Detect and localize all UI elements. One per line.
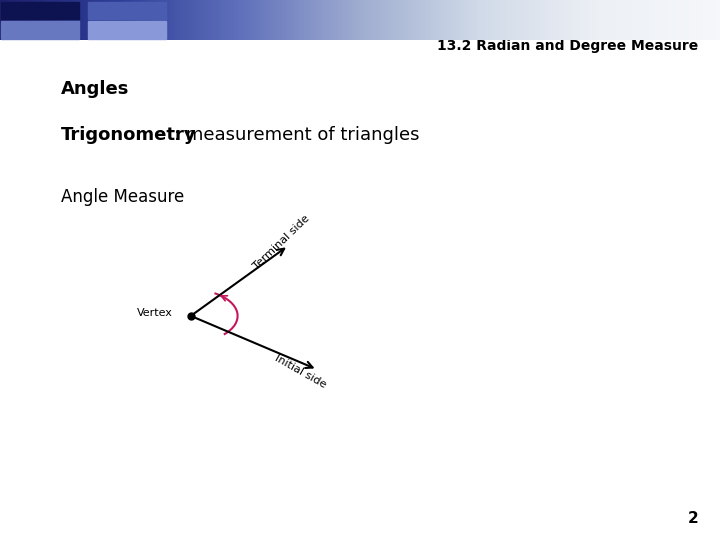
Text: Initial side: Initial side	[273, 354, 328, 390]
Bar	[88, 2, 166, 19]
Bar	[88, 21, 166, 39]
Text: Terminal side: Terminal side	[251, 213, 311, 271]
Text: : measurement of triangles: : measurement of triangles	[174, 126, 419, 144]
Bar	[1, 2, 79, 19]
Text: Angle Measure: Angle Measure	[61, 188, 184, 206]
Text: Angles: Angles	[61, 80, 130, 98]
Text: Vertex: Vertex	[137, 308, 173, 318]
Bar	[1, 21, 79, 39]
Text: 13.2 Radian and Degree Measure: 13.2 Radian and Degree Measure	[437, 39, 698, 53]
Text: 2: 2	[688, 511, 698, 526]
Text: Trigonometry: Trigonometry	[61, 126, 197, 144]
